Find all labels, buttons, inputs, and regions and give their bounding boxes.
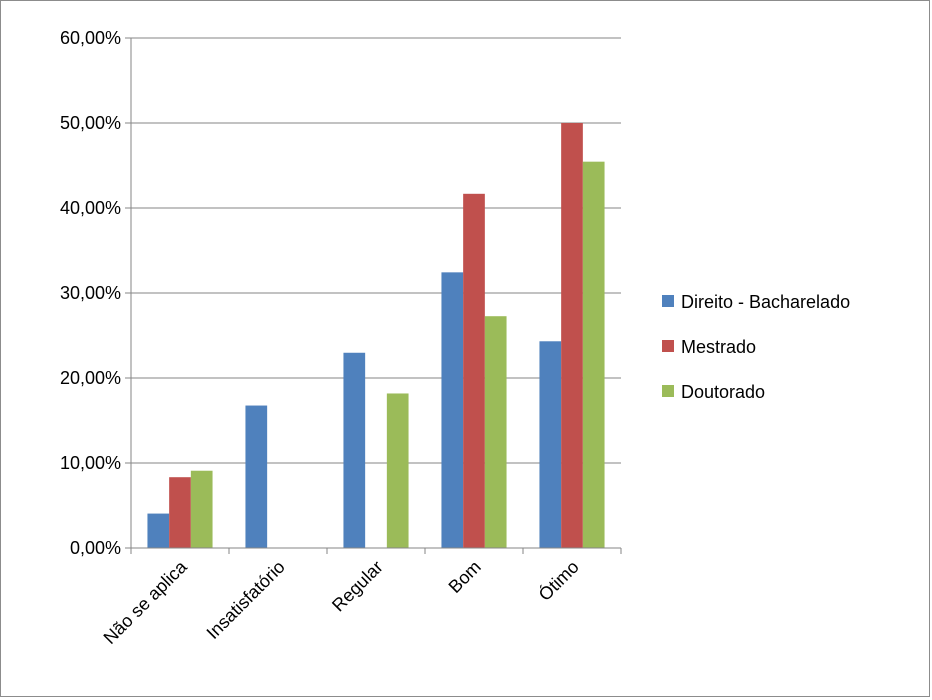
x-category-label: Regular xyxy=(328,557,387,616)
legend-swatch xyxy=(662,340,674,352)
bar-direito-bacharelado-1 xyxy=(245,405,268,548)
gridlines xyxy=(131,37,621,464)
bar-mestrado-0 xyxy=(169,477,191,548)
bar-doutorado-3 xyxy=(484,316,507,548)
bars xyxy=(147,123,605,549)
legend-swatch xyxy=(662,295,674,307)
x-category-label: Não se aplica xyxy=(100,556,192,648)
x-category-label: Bom xyxy=(445,557,485,597)
y-tick-label: 40,00% xyxy=(60,198,121,218)
axes xyxy=(130,38,622,554)
legend-label: Direito - Bacharelado xyxy=(681,292,850,312)
y-tick-label: 20,00% xyxy=(60,368,121,388)
bar-doutorado-0 xyxy=(190,470,213,548)
x-axis-categories: Não se aplica Insatisfatório Regular Bom Óti… xyxy=(100,556,583,648)
bar-doutorado-2 xyxy=(386,393,409,548)
y-tick-label: 10,00% xyxy=(60,453,121,473)
y-tick-label: 60,00% xyxy=(60,28,121,48)
y-tick-label: 30,00% xyxy=(60,283,121,303)
y-tick-label: 0,00% xyxy=(70,538,121,558)
legend-label: Mestrado xyxy=(681,337,756,357)
bar-mestrado-3 xyxy=(463,193,485,548)
legend-label: Doutorado xyxy=(681,382,765,402)
bar-mestrado-4 xyxy=(561,123,583,548)
bar-direito-bacharelado-0 xyxy=(147,513,170,548)
x-category-label: Ótimo xyxy=(534,556,583,605)
y-tick-label: 50,00% xyxy=(60,113,121,133)
bar-direito-bacharelado-4 xyxy=(539,341,562,548)
y-axis-ticks: 0,00% 10,00% 20,00% 30,00% 40,00% 50,00% 60,00… xyxy=(60,28,131,558)
bar-direito-bacharelado-3 xyxy=(441,272,464,548)
bar-doutorado-4 xyxy=(582,161,605,549)
bar-direito-bacharelado-2 xyxy=(343,352,366,548)
legend-swatch xyxy=(662,385,674,397)
legend: Direito - Bacharelado Mestrado Doutorado xyxy=(662,292,850,402)
x-category-label: Insatisfatório xyxy=(203,557,289,643)
